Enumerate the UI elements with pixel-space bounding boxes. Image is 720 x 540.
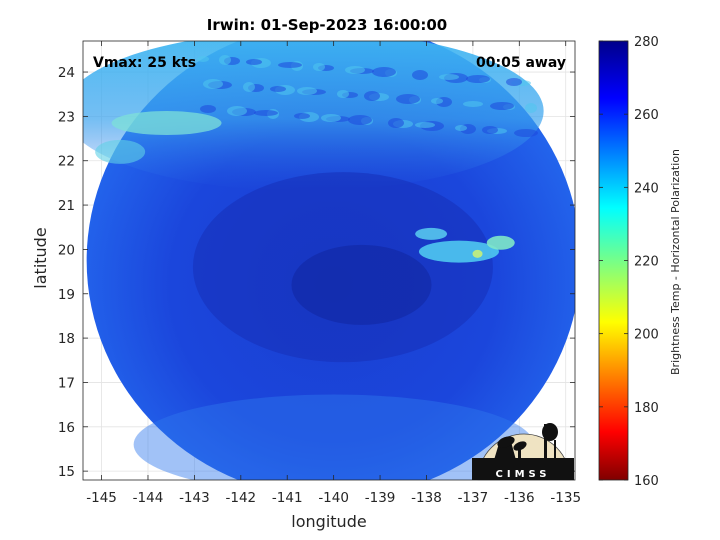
texture-speck bbox=[463, 101, 483, 107]
colorbar-tick-label: 200 bbox=[634, 328, 659, 343]
texture-speck bbox=[246, 59, 262, 65]
texture-speck bbox=[219, 55, 231, 65]
x-tick-label: -138 bbox=[411, 490, 442, 506]
dark-core-center bbox=[291, 244, 432, 325]
y-tick-label: 15 bbox=[58, 464, 75, 480]
texture-speck bbox=[297, 87, 317, 95]
y-tick-label: 17 bbox=[58, 375, 75, 391]
y-tick-label: 16 bbox=[58, 420, 75, 436]
y-tick-label: 20 bbox=[58, 242, 75, 258]
y-tick-label: 21 bbox=[58, 198, 75, 214]
y-axis-label: latitude bbox=[31, 227, 50, 288]
texture-speck bbox=[412, 70, 428, 80]
texture-speck bbox=[227, 106, 247, 116]
warm-feature-west bbox=[415, 227, 448, 240]
texture-speck bbox=[506, 78, 522, 86]
x-tick-label: -143 bbox=[179, 490, 210, 506]
texture-speck bbox=[203, 79, 223, 89]
chart-title: Irwin: 01-Sep-2023 16:00:00 bbox=[207, 16, 448, 34]
x-tick-label: -140 bbox=[318, 490, 349, 506]
x-tick-label: -135 bbox=[550, 490, 581, 506]
texture-speck bbox=[313, 63, 325, 71]
logo-text: CIMSS bbox=[496, 469, 551, 480]
texture-speck bbox=[243, 82, 255, 92]
texture-speck bbox=[348, 115, 372, 125]
texture-speck bbox=[490, 102, 514, 110]
y-tick-label: 22 bbox=[58, 154, 75, 170]
swath-features bbox=[83, 41, 544, 480]
texture-speck bbox=[278, 62, 302, 68]
annotation-vmax: Vmax: 25 kts bbox=[93, 55, 196, 71]
texture-speck bbox=[525, 103, 537, 113]
annotation-time-away: 00:05 away bbox=[476, 55, 566, 71]
x-axis-ticks: -145 -144 -143 -142 -141 -140 -139 -138 -137 -136… bbox=[86, 41, 581, 506]
colorbar-tick-label: 180 bbox=[634, 401, 659, 416]
cyan-patch bbox=[95, 139, 146, 164]
x-tick-label: -144 bbox=[133, 490, 164, 506]
texture-speck bbox=[482, 126, 498, 134]
texture-speck bbox=[364, 91, 380, 101]
x-tick-label: -141 bbox=[272, 490, 303, 506]
warm-feature-spot bbox=[472, 249, 483, 258]
y-axis-ticks: 15 16 17 18 19 20 21 22 23 24 bbox=[58, 65, 575, 480]
x-tick-label: -137 bbox=[458, 490, 489, 506]
x-tick-label: -142 bbox=[225, 490, 256, 506]
texture-speck bbox=[388, 118, 404, 128]
texture-speck bbox=[197, 56, 209, 62]
y-tick-label: 24 bbox=[58, 65, 75, 81]
x-tick-label: -139 bbox=[365, 490, 396, 506]
texture-speck bbox=[337, 90, 349, 98]
colorbar: 160 180 200 220 240 260 280 Brightness Temp - … bbox=[598, 35, 682, 489]
colorbar-tick-label: 280 bbox=[634, 35, 659, 50]
texture-speck bbox=[466, 75, 490, 83]
texture-speck bbox=[294, 113, 310, 119]
x-tick-label: -145 bbox=[86, 490, 117, 506]
x-tick-label: -136 bbox=[504, 490, 535, 506]
warm-feature-tip bbox=[486, 235, 515, 250]
texture-speck bbox=[455, 125, 467, 131]
texture-speck bbox=[396, 94, 420, 104]
texture-speck bbox=[345, 66, 365, 74]
y-tick-label: 23 bbox=[58, 109, 75, 125]
y-tick-label: 19 bbox=[58, 287, 75, 303]
axes-frame bbox=[82, 40, 576, 481]
texture-speck bbox=[270, 86, 286, 92]
texture-speck bbox=[431, 98, 443, 104]
texture-speck bbox=[415, 122, 435, 128]
texture-speck bbox=[439, 74, 459, 80]
plot-area: -145 -144 -143 -142 -141 -140 -139 -138 -137 -136… bbox=[58, 40, 581, 506]
y-tick-label: 18 bbox=[58, 331, 75, 347]
texture-speck bbox=[200, 105, 216, 113]
colorbar-tick-label: 220 bbox=[634, 255, 659, 270]
colorbar-label: Brightness Temp - Horizontal Polarizatio… bbox=[669, 149, 682, 375]
colorbar-ticks: 160 180 200 220 240 260 280 bbox=[599, 35, 659, 489]
texture-speck bbox=[254, 110, 278, 116]
cyan-streak bbox=[111, 111, 222, 136]
southern-edge bbox=[133, 394, 534, 480]
texture-speck bbox=[514, 129, 538, 137]
texture-speck bbox=[372, 67, 396, 77]
colorbar-gradient bbox=[598, 40, 629, 481]
colorbar-tick-label: 160 bbox=[634, 474, 659, 489]
colorbar-tick-label: 240 bbox=[634, 181, 659, 196]
colorbar-tick-label: 260 bbox=[634, 108, 659, 123]
x-axis-label: longitude bbox=[291, 512, 366, 531]
texture-speck bbox=[321, 114, 341, 122]
cimss-logo: CIMSS bbox=[472, 423, 574, 481]
